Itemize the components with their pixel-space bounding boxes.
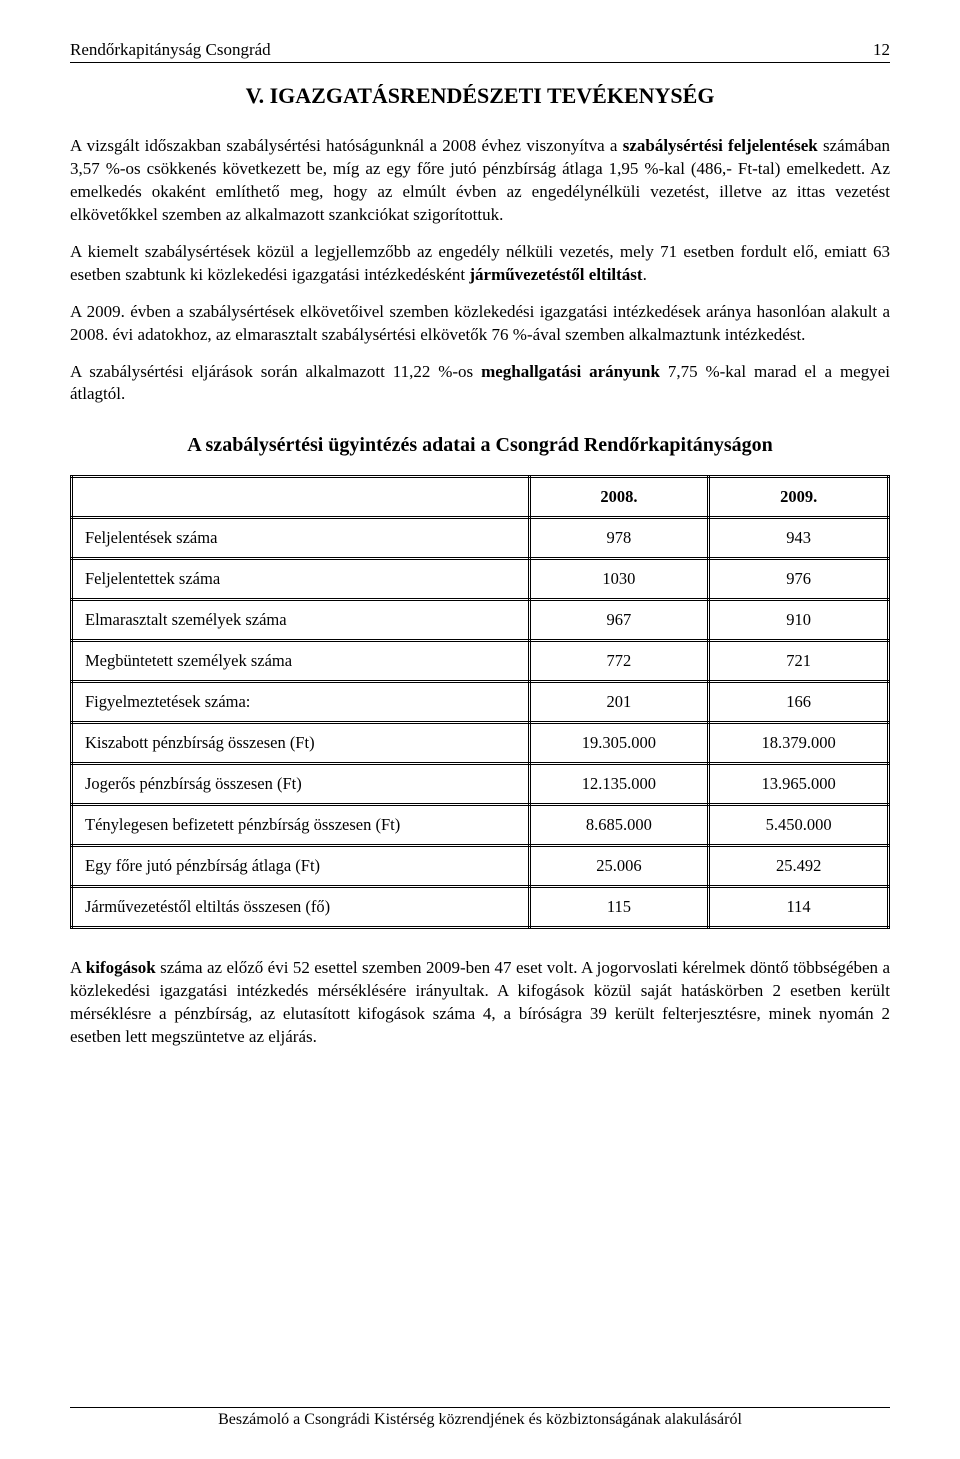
- table-row: Egy főre jutó pénzbírság átlaga (Ft) 25.…: [72, 846, 889, 887]
- table-header-2008: 2008.: [529, 477, 709, 518]
- p1-text-a: A vizsgált időszakban szabálysértési hat…: [70, 136, 623, 155]
- row-label: Járművezetéstől eltiltás összesen (fő): [72, 887, 530, 928]
- table-row: Megbüntetett személyek száma 772 721: [72, 641, 889, 682]
- row-2008: 25.006: [529, 846, 709, 887]
- row-2009: 721: [709, 641, 889, 682]
- row-label: Megbüntetett személyek száma: [72, 641, 530, 682]
- table-title: A szabálysértési ügyintézés adatai a Cso…: [70, 434, 890, 457]
- table-row: Kiszabott pénzbírság összesen (Ft) 19.30…: [72, 723, 889, 764]
- p4-text-a: A szabálysértési eljárások során alkalma…: [70, 362, 481, 381]
- table-header-empty: [72, 477, 530, 518]
- row-2008: 967: [529, 600, 709, 641]
- page-header: Rendőrkapitányság Csongrád 12: [70, 40, 890, 63]
- row-label: Kiszabott pénzbírság összesen (Ft): [72, 723, 530, 764]
- row-label: Figyelmeztetések száma:: [72, 682, 530, 723]
- p5-bold: kifogások: [86, 958, 156, 977]
- row-2009: 910: [709, 600, 889, 641]
- row-2008: 772: [529, 641, 709, 682]
- row-2009: 166: [709, 682, 889, 723]
- row-2009: 5.450.000: [709, 805, 889, 846]
- row-2008: 8.685.000: [529, 805, 709, 846]
- row-label: Ténylegesen befizetett pénzbírság összes…: [72, 805, 530, 846]
- table-row: Járművezetéstől eltiltás összesen (fő) 1…: [72, 887, 889, 928]
- row-label: Egy főre jutó pénzbírság átlaga (Ft): [72, 846, 530, 887]
- paragraph-3: A 2009. évben a szabálysértések elkövető…: [70, 301, 890, 347]
- p5-text-a: A: [70, 958, 86, 977]
- header-page-number: 12: [873, 40, 890, 60]
- row-2009: 18.379.000: [709, 723, 889, 764]
- row-2008: 978: [529, 518, 709, 559]
- p2-bold: járművezetéstől eltiltást: [469, 265, 642, 284]
- table-header-row: 2008. 2009.: [72, 477, 889, 518]
- row-label: Elmarasztalt személyek száma: [72, 600, 530, 641]
- paragraph-2: A kiemelt szabálysértések közül a legjel…: [70, 241, 890, 287]
- paragraph-5: A kifogások száma az előző évi 52 esette…: [70, 957, 890, 1049]
- table-row: Jogerős pénzbírság összesen (Ft) 12.135.…: [72, 764, 889, 805]
- table-row: Feljelentések száma 978 943: [72, 518, 889, 559]
- row-2008: 12.135.000: [529, 764, 709, 805]
- row-2008: 115: [529, 887, 709, 928]
- p5-text-c: száma az előző évi 52 esettel szemben 20…: [70, 958, 890, 1046]
- p2-text-c: .: [643, 265, 647, 284]
- row-2008: 201: [529, 682, 709, 723]
- row-2009: 976: [709, 559, 889, 600]
- paragraph-4: A szabálysértési eljárások során alkalma…: [70, 361, 890, 407]
- row-2009: 25.492: [709, 846, 889, 887]
- document-page: Rendőrkapitányság Csongrád 12 V. IGAZGAT…: [0, 0, 960, 1459]
- table-row: Feljelentettek száma 1030 976: [72, 559, 889, 600]
- p1-bold: szabálysértési feljelentések: [623, 136, 818, 155]
- row-2009: 13.965.000: [709, 764, 889, 805]
- paragraph-1: A vizsgált időszakban szabálysértési hat…: [70, 135, 890, 227]
- row-label: Jogerős pénzbírság összesen (Ft): [72, 764, 530, 805]
- row-2008: 1030: [529, 559, 709, 600]
- p4-bold: meghallgatási arányunk: [481, 362, 660, 381]
- row-label: Feljelentések száma: [72, 518, 530, 559]
- row-2009: 114: [709, 887, 889, 928]
- data-table: 2008. 2009. Feljelentések száma 978 943 …: [70, 475, 890, 929]
- table-header-2009: 2009.: [709, 477, 889, 518]
- header-left: Rendőrkapitányság Csongrád: [70, 40, 271, 60]
- page-footer: Beszámoló a Csongrádi Kistérség közrendj…: [70, 1407, 890, 1429]
- row-2009: 943: [709, 518, 889, 559]
- row-label: Feljelentettek száma: [72, 559, 530, 600]
- row-2008: 19.305.000: [529, 723, 709, 764]
- table-row: Figyelmeztetések száma: 201 166: [72, 682, 889, 723]
- table-row: Elmarasztalt személyek száma 967 910: [72, 600, 889, 641]
- table-row: Ténylegesen befizetett pénzbírság összes…: [72, 805, 889, 846]
- chapter-title: V. IGAZGATÁSRENDÉSZETI TEVÉKENYSÉG: [70, 83, 890, 109]
